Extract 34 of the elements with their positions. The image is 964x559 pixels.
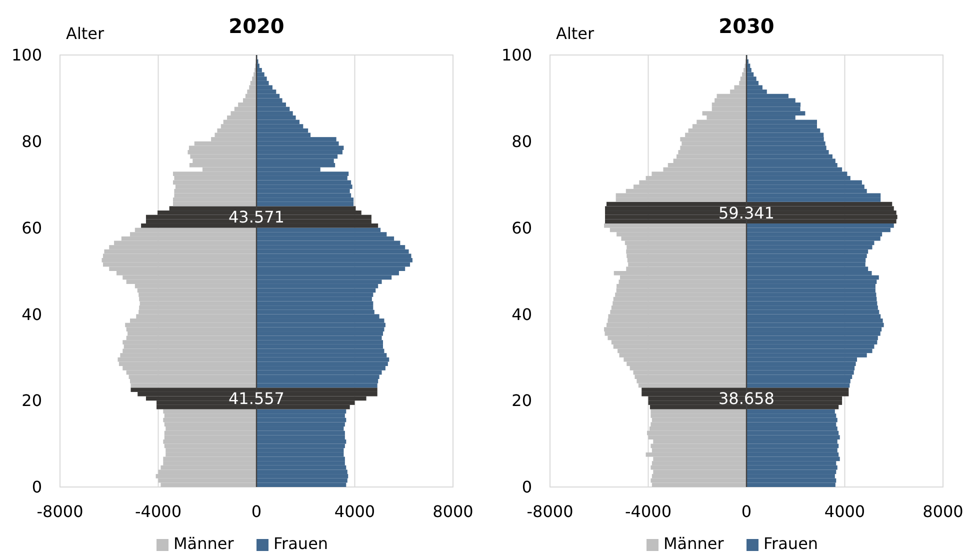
x-tick-label: 4000 [334, 502, 376, 521]
x-tick-label: 8000 [432, 502, 474, 521]
legend-label: Frauen [274, 534, 328, 553]
y-tick-label: 60 [512, 218, 532, 238]
legend-label: Frauen [764, 534, 818, 553]
x-tick-label: -4000 [135, 502, 182, 521]
y-tick-label: 80 [512, 132, 532, 151]
chart-title: 2030 [718, 14, 774, 38]
y-tick-label: 100 [501, 46, 532, 65]
legend-label: Männer [174, 534, 234, 553]
y-tick-label: 100 [11, 46, 42, 65]
x-tick-label: -4000 [625, 502, 672, 521]
annotation: 59.341 [718, 203, 774, 222]
x-tick-label: -8000 [526, 502, 574, 521]
chart-title: 2020 [228, 14, 284, 38]
y-tick-label: 80 [22, 132, 42, 151]
y-tick-label: 20 [22, 391, 42, 410]
y-axis-title: Alter [66, 24, 105, 43]
annotation: 38.658 [718, 389, 774, 408]
x-tick-label: 0 [251, 502, 262, 521]
y-tick-label: 0 [32, 478, 42, 497]
y-tick-label: 0 [522, 478, 532, 497]
y-tick-label: 60 [22, 218, 42, 238]
y-tick-label: 40 [22, 304, 42, 324]
x-tick-label: -8000 [36, 502, 84, 521]
x-tick-label: 8000 [922, 502, 964, 521]
y-axis-title: Alter [556, 24, 595, 43]
annotation: 41.557 [228, 389, 284, 408]
legend-label: Männer [664, 534, 724, 553]
annotation: 43.571 [228, 208, 284, 227]
x-tick-label: 0 [741, 502, 752, 521]
x-tick-label: 4000 [824, 502, 866, 521]
y-tick-label: 20 [512, 391, 532, 410]
y-tick-label: 40 [512, 304, 532, 324]
